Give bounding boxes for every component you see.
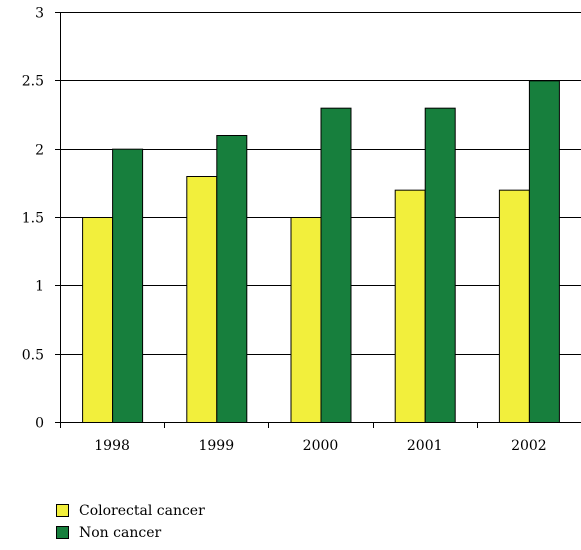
legend-label: Colorectal cancer xyxy=(79,503,205,519)
legend: Colorectal cancer Non cancer xyxy=(56,503,205,541)
y-tick-labels: 0 0.5 1 1.5 2 2.5 3 xyxy=(22,6,44,432)
bar-colorectal-cancer-2000 xyxy=(290,217,322,423)
x-tick-label: 1999 xyxy=(198,438,234,454)
bar-colorectal-cancer-2002 xyxy=(498,189,530,423)
legend-swatch xyxy=(56,504,69,517)
x-tick-label: 2000 xyxy=(303,438,339,454)
y-tick-label: 2 xyxy=(35,143,44,159)
x-tick-label: 1998 xyxy=(94,438,130,454)
bar-colorectal-cancer-1998 xyxy=(82,217,114,423)
y-tick-label: 1 xyxy=(35,279,44,295)
bar-non-cancer-1999 xyxy=(216,135,248,423)
x-tick-label: 2001 xyxy=(407,438,443,454)
y-tick-label: 2.5 xyxy=(22,74,44,90)
bars xyxy=(82,80,560,424)
legend-swatch xyxy=(56,526,69,539)
y-tick-label: 3 xyxy=(35,6,44,22)
x-tick-label: 2002 xyxy=(511,438,547,454)
legend-label: Non cancer xyxy=(79,525,161,541)
x-tick-labels: 1998 1999 2000 2001 2002 xyxy=(94,438,546,454)
y-tick-label: 0 xyxy=(35,416,44,432)
bar-colorectal-cancer-2001 xyxy=(394,189,426,423)
bar-colorectal-cancer-1999 xyxy=(186,176,218,423)
bar-non-cancer-2000 xyxy=(320,107,352,424)
y-tick-label: 0.5 xyxy=(22,348,44,364)
bar-non-cancer-1998 xyxy=(112,148,144,424)
axes xyxy=(55,12,581,428)
y-tick-label: 1.5 xyxy=(22,211,44,227)
bar-non-cancer-2001 xyxy=(424,107,456,424)
bar-non-cancer-2002 xyxy=(528,80,560,423)
